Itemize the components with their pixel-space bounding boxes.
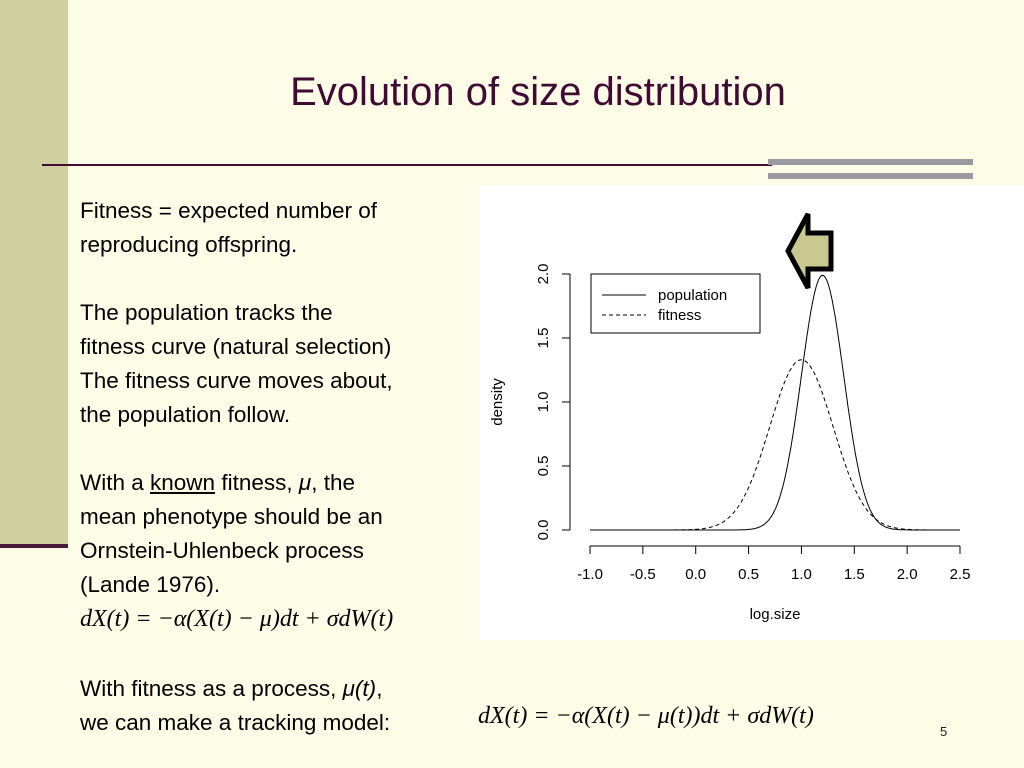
x-tick-label: 1.5 <box>844 566 865 583</box>
x-tick-label: 0.5 <box>738 566 759 583</box>
x-tick-label: 0.0 <box>685 566 706 583</box>
mu-t-symbol: μ(t) <box>342 676 377 701</box>
legend-box <box>590 273 761 334</box>
left-arrow-icon <box>785 212 834 290</box>
paragraph-fitness-definition: Fitness = expected number of reproducing… <box>80 194 377 262</box>
legend-label-population: population <box>658 287 727 304</box>
text-line: Ornstein-Uhlenbeck process <box>80 538 364 563</box>
density-plot-panel: -1.0 -0.5 0.0 0.5 1.0 1.5 2.0 2.5 0.0 0.5 1.0 1.5 2.… <box>480 185 1024 640</box>
x-tick-label: 2.0 <box>897 566 918 583</box>
text-fragment: , the <box>311 470 355 495</box>
ou-process-formula: dX(t) = −α(X(t) − μ)dt + σdW(t) <box>80 606 394 632</box>
x-tick-label: 2.5 <box>950 566 971 583</box>
text-line: reproducing offspring. <box>80 232 298 257</box>
text-line: the population follow. <box>80 402 291 427</box>
paragraph-population-tracking: The population tracks the fitness curve … <box>80 296 393 432</box>
tracking-model-formula: dX(t) = −α(X(t) − μ(t))dt + σdW(t) <box>478 703 814 729</box>
paragraph-known-fitness: With a known fitness, μ, the mean phenot… <box>80 466 383 602</box>
x-tick-label: -0.5 <box>630 566 656 583</box>
page-number: 5 <box>940 724 948 739</box>
text-fragment: With a <box>80 470 151 495</box>
chart-curves <box>590 274 960 531</box>
title-divider <box>42 164 772 166</box>
text-line: (Lande 1976). <box>80 572 221 597</box>
slide-title: Evolution of size distribution <box>290 70 786 114</box>
y-tick-label: 0.5 <box>535 456 552 477</box>
text-line: With fitness as a process, μ(t), <box>80 672 390 706</box>
paragraph-tracking-model: With fitness as a process, μ(t), we can … <box>80 672 390 740</box>
y-tick-label: 2.0 <box>535 264 552 285</box>
y-tick-label: 1.5 <box>535 328 552 349</box>
text-fragment: fitness, <box>215 470 299 495</box>
chart-legend: population fitness <box>590 273 761 334</box>
series-line-fitness <box>590 359 960 531</box>
density-chart: -1.0 -0.5 0.0 0.5 1.0 1.5 2.0 2.5 0.0 0.5 1.0 1.5 2.… <box>489 212 970 623</box>
text-line: mean phenotype should be an <box>80 504 383 529</box>
text-line: The fitness curve moves about, <box>80 368 393 393</box>
x-tick-label: -1.0 <box>577 566 603 583</box>
legend-label-fitness: fitness <box>658 307 701 324</box>
known-underlined-word: known <box>150 470 216 495</box>
text-line: we can make a tracking model: <box>80 710 391 735</box>
text-line: With a known fitness, μ, the <box>80 466 383 500</box>
text-fragment: With fitness as a process, <box>80 676 343 701</box>
y-axis-label: density <box>489 378 506 426</box>
series-line-population <box>590 274 960 531</box>
x-axis-label: log.size <box>750 606 801 623</box>
y-tick-label: 1.0 <box>535 392 552 413</box>
x-tick-label: 1.0 <box>791 566 812 583</box>
title-divider-accent-top <box>768 159 973 165</box>
title-divider-accent-bottom <box>768 173 973 179</box>
text-line: Fitness = expected number of <box>80 198 378 223</box>
text-line: The population tracks the <box>80 300 333 325</box>
chart-axes: -1.0 -0.5 0.0 0.5 1.0 1.5 2.0 2.5 0.0 0.5 1.0 1.5 2.… <box>535 264 970 583</box>
text-line: fitness curve (natural selection) <box>80 334 392 359</box>
mu-symbol: μ <box>298 470 312 495</box>
text-fragment: , <box>376 676 383 701</box>
y-tick-label: 0.0 <box>535 520 552 541</box>
left-band-accent-line <box>0 544 68 548</box>
arrow-shape <box>785 212 834 290</box>
left-decorative-band <box>0 0 68 548</box>
